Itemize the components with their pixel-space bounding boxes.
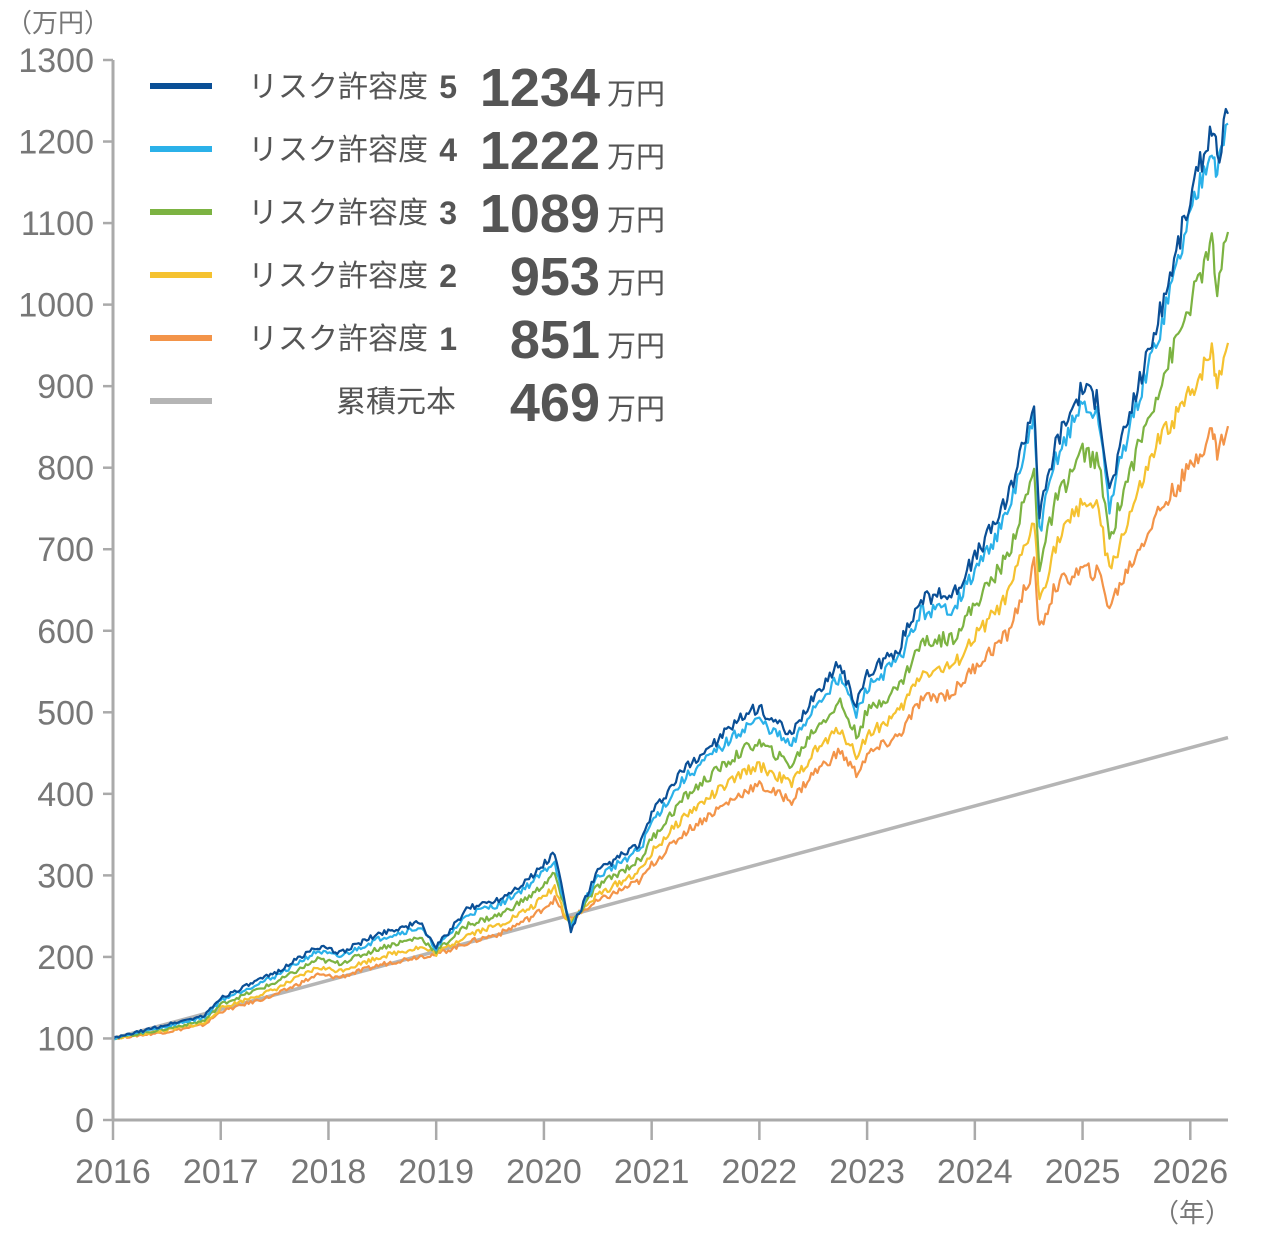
x-tick-label: 2022 [722, 1153, 798, 1191]
legend-unit: 万円 [607, 77, 665, 111]
legend-label: リスク許容度 [248, 322, 428, 357]
y-tick-label: 400 [37, 776, 94, 814]
x-axis-unit: （年） [1153, 1199, 1231, 1229]
y-tick-label: 300 [37, 857, 94, 895]
legend-unit: 万円 [607, 203, 665, 237]
x-tick-label: 2023 [829, 1153, 905, 1191]
series-line [112, 735, 1229, 1041]
legend-final-value: 1222 [480, 121, 600, 181]
legend-final-value: 1089 [480, 184, 600, 244]
legend-label: リスク許容度 [248, 70, 428, 105]
legend-unit: 万円 [607, 140, 665, 174]
series-line [112, 107, 1229, 1041]
legend-final-value: 469 [510, 373, 600, 433]
legend-level: 4 [439, 132, 457, 168]
x-tick-label: 2017 [183, 1153, 259, 1191]
series-line [112, 231, 1230, 1041]
legend-final-value: 1234 [480, 58, 600, 118]
y-tick-label: 100 [37, 1020, 94, 1058]
x-tick-label: 2016 [75, 1153, 151, 1191]
legend-label: 累積元本 [336, 385, 456, 420]
y-tick-label: 900 [37, 368, 94, 406]
legend-final-value: 953 [510, 247, 600, 307]
x-axis-ticks: 2016 2017 2018 2019 2020 2021 2022 2023 2024 2025… [75, 1120, 1228, 1191]
legend-unit: 万円 [607, 266, 665, 300]
x-tick-label: 2024 [937, 1153, 1013, 1191]
x-tick-label: 2018 [291, 1153, 367, 1191]
legend-unit: 万円 [607, 329, 665, 363]
y-tick-label: 1000 [18, 287, 94, 325]
legend-level: 2 [439, 258, 457, 294]
series-line [112, 122, 1229, 1041]
x-tick-label: 2021 [614, 1153, 690, 1191]
legend-label: リスク許容度 [248, 259, 428, 294]
legend-final-value: 851 [510, 310, 600, 370]
y-tick-label: 1100 [21, 205, 94, 243]
y-tick-label: 500 [37, 694, 94, 732]
legend-level: 1 [439, 321, 457, 357]
x-tick-label: 2019 [398, 1153, 474, 1191]
x-tick-label: 2025 [1045, 1153, 1121, 1191]
series-line [112, 425, 1230, 1041]
legend-unit: 万円 [607, 392, 665, 426]
x-tick-label: 2020 [506, 1153, 582, 1191]
y-tick-label: 800 [37, 450, 94, 488]
y-tick-label: 1300 [18, 42, 94, 80]
y-tick-label: 700 [37, 531, 94, 569]
y-tick-label: 1200 [18, 124, 94, 162]
plot-lines [112, 107, 1230, 1041]
y-tick-label: 0 [75, 1102, 94, 1140]
legend-level: 3 [439, 195, 457, 231]
y-axis-ticks: 0 100 200 300 400 500 600 700 800 900 1000 1100 1200… [18, 42, 113, 1140]
y-tick-label: 600 [37, 613, 94, 651]
y-tick-label: 200 [37, 939, 94, 977]
legend-label: リスク許容度 [248, 196, 428, 231]
y-axis-unit: （万円） [6, 9, 110, 39]
series-line [112, 342, 1230, 1040]
legend-label: リスク許容度 [248, 133, 428, 168]
legend-level: 5 [439, 69, 457, 105]
x-tick-label: 2026 [1152, 1153, 1228, 1191]
